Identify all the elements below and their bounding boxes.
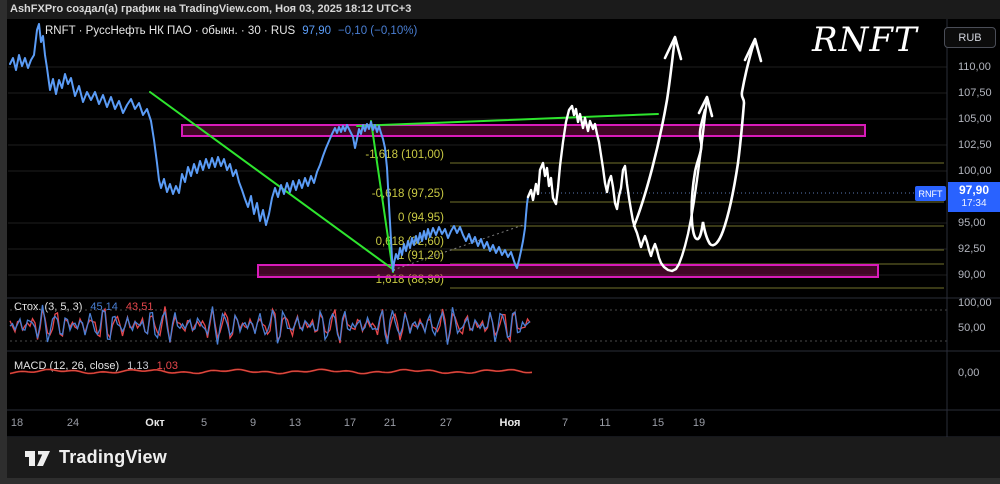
last-price-axis-time: 17:34	[961, 198, 987, 210]
tradingview-logo-icon	[25, 450, 50, 466]
time-axis[interactable]: 18 24 Окт 5 9 13 17 21 27 Ноя 7 11 15 19	[7, 410, 947, 437]
currency-button[interactable]: RUB	[944, 27, 996, 48]
time-tick: 17	[343, 417, 357, 429]
price-tick: 95,00	[958, 217, 986, 229]
macd-title: MACD (12, 26, close)	[14, 360, 120, 372]
price-tick: 110,00	[958, 61, 991, 73]
stochastic-title: Стох. (3, 5, 3)	[14, 301, 83, 313]
price-tick: 100,00	[958, 165, 992, 177]
macd-value: 1,13	[127, 360, 149, 372]
time-tick: 11	[599, 417, 611, 429]
price-tick: 107,50	[958, 87, 992, 99]
price-tick: 50,00	[958, 322, 986, 334]
price-tick: 90,00	[958, 269, 986, 281]
footer-bar: TradingView	[7, 437, 1000, 478]
time-tick: 15	[651, 417, 665, 429]
attribution-bar: AshFXPro создал(а) график на TradingView…	[7, 0, 1000, 19]
macd-signal-value: 1,03	[156, 360, 178, 372]
time-tick: 24	[66, 417, 80, 429]
time-tick: 7	[561, 417, 569, 429]
time-tick: Окт	[145, 417, 165, 429]
attribution-text: AshFXPro создал(а) график на TradingView…	[10, 3, 412, 15]
tradingview-logo[interactable]: TradingView	[24, 445, 167, 471]
price-change-value: −0,10 (−0,10%)	[338, 25, 418, 37]
price-tick: 105,00	[958, 113, 992, 125]
price-tick: 0,00	[958, 367, 980, 379]
last-price-axis-label: 97,90 17:34	[948, 182, 1000, 212]
chart-legend[interactable]: RNFT · РуссНефть НК ПАО · обыкн. · 30 · …	[45, 25, 417, 40]
stochastic-d-value: 43,51	[125, 301, 154, 313]
time-tick: 19	[692, 417, 706, 429]
time-tick: 18	[10, 417, 24, 429]
stochastic-legend[interactable]: Стох. (3, 5, 3) 45,14 43,51	[14, 301, 153, 313]
symbol-price-line-tag: RNFT	[915, 186, 946, 201]
price-tick: 100,00	[958, 297, 992, 309]
symbol-title: RNFT · РуссНефть НК ПАО · обыкн. · 30 · …	[45, 25, 296, 37]
last-price-value: 97,90	[302, 25, 331, 37]
symbol-watermark: RNFT	[812, 20, 918, 60]
stochastic-k-value: 45,14	[90, 301, 118, 313]
price-axis[interactable]: 110,00 107,50 105,00 102,50 100,00 95,00 92,50…	[948, 19, 1000, 410]
tradingview-wordmark: TradingView	[59, 447, 167, 467]
time-tick: 5	[200, 417, 208, 429]
price-tick: 92,50	[958, 243, 986, 255]
time-tick: 9	[249, 417, 257, 429]
time-tick: Ноя	[499, 417, 521, 429]
macd-legend[interactable]: MACD (12, 26, close) 1,13 1,03	[14, 360, 178, 372]
time-tick: 27	[439, 417, 453, 429]
price-tick: 102,50	[958, 139, 992, 151]
chart-canvas[interactable]	[7, 19, 1000, 437]
time-tick: 21	[383, 417, 397, 429]
last-price-axis-value: 97,90	[958, 183, 990, 198]
time-tick: 13	[288, 417, 302, 429]
